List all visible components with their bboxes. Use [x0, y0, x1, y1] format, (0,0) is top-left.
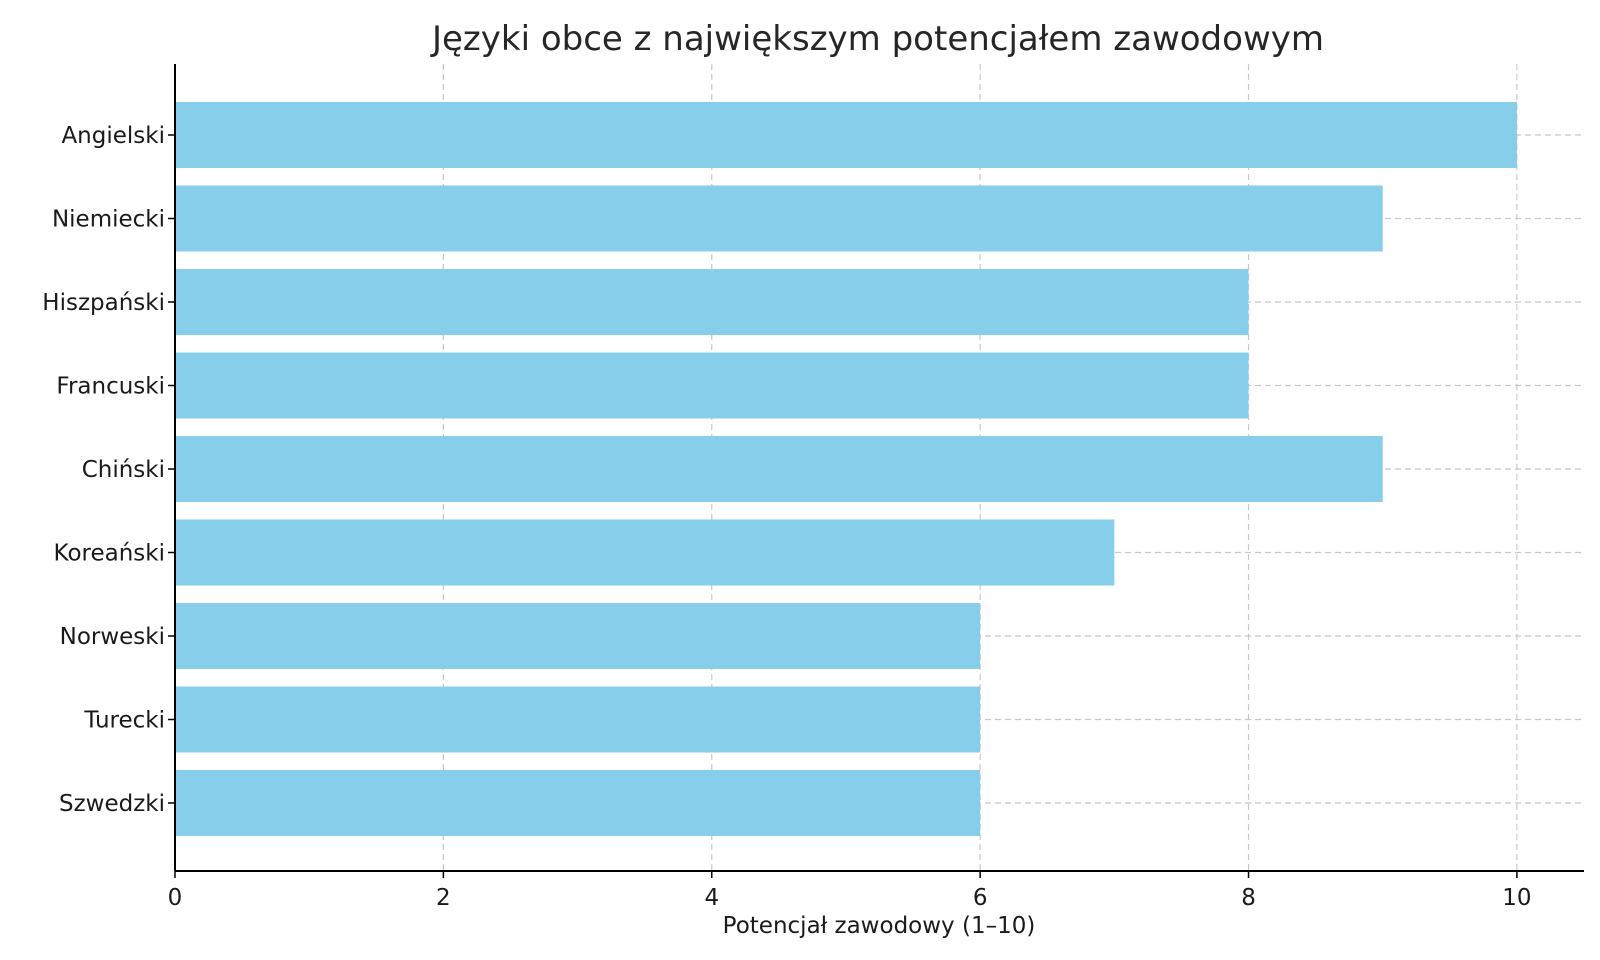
bar-norweski — [175, 603, 981, 669]
y-tick-label-5: Koreański — [54, 541, 165, 567]
x-tick-label-3: 6 — [973, 885, 988, 911]
y-tick-label-3: Francuski — [56, 374, 165, 400]
x-axis-label: Potencjał zawodowy (1–10) — [723, 913, 1036, 939]
chart-title: Języki obce z największym potencjałem za… — [430, 19, 1324, 59]
y-tick-label-6: Norweski — [60, 624, 165, 650]
bar-angielski — [175, 102, 1517, 168]
bar-szwedzki — [175, 770, 981, 836]
bar-hiszpański — [175, 269, 1249, 335]
bar-francuski — [175, 352, 1249, 419]
y-tick-label-8: Szwedzki — [59, 791, 165, 817]
x-tick-label-1: 2 — [436, 885, 451, 911]
y-tick-label-4: Chiński — [82, 457, 165, 483]
x-tick-label-2: 4 — [704, 885, 719, 911]
x-axis-ticks: 0 2 4 6 8 10 — [168, 871, 1532, 911]
bars — [175, 102, 1517, 836]
x-tick-label-5: 10 — [1502, 885, 1531, 911]
y-tick-label-1: Niemiecki — [52, 207, 165, 233]
y-tick-label-0: Angielski — [61, 123, 165, 149]
y-tick-label-7: Turecki — [83, 708, 165, 734]
bar-turecki — [175, 686, 981, 753]
y-axis-ticks: Angielski Niemiecki Hiszpański Francuski Chi… — [42, 123, 175, 817]
bar-niemiecki — [175, 185, 1383, 252]
x-tick-label-4: 8 — [1241, 885, 1256, 911]
bar-chiński — [175, 436, 1383, 502]
y-tick-label-2: Hiszpański — [42, 290, 165, 316]
x-tick-label-0: 0 — [168, 885, 183, 911]
bar-koreański — [175, 519, 1115, 586]
